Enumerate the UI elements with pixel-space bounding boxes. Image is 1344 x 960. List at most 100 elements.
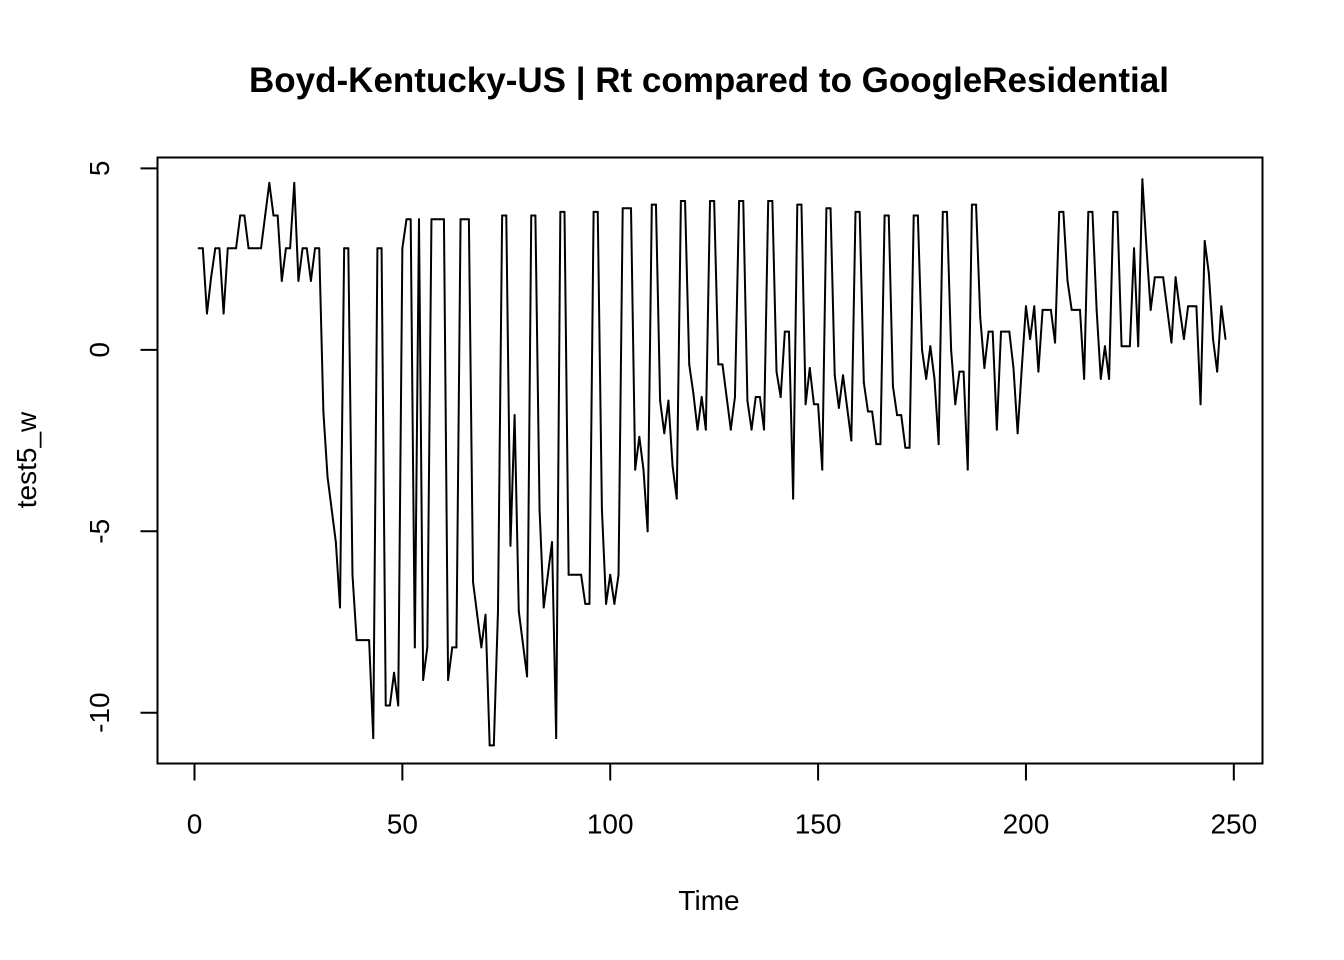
data-point (305, 247, 308, 250)
data-point (684, 200, 687, 203)
data-point (584, 602, 587, 605)
data-point (796, 203, 799, 206)
y-axis-label: test5_w (11, 411, 42, 508)
data-point (729, 428, 732, 431)
data-point (567, 573, 570, 576)
data-point (546, 573, 549, 576)
data-point (987, 330, 990, 333)
data-point (700, 396, 703, 398)
data-point (592, 210, 595, 213)
x-tick-label: 50 (387, 809, 418, 840)
data-point (746, 399, 749, 402)
data-point (767, 200, 770, 203)
data-point (372, 737, 375, 740)
data-point (958, 370, 961, 373)
data-point (937, 443, 940, 446)
data-point (355, 639, 358, 642)
data-point (526, 675, 529, 678)
data-point (804, 403, 807, 406)
data-point (792, 497, 795, 500)
data-point (563, 210, 566, 213)
data-point (210, 276, 213, 279)
data-point (1029, 337, 1032, 340)
data-point (1103, 345, 1106, 348)
data-point (854, 210, 857, 213)
data-point (243, 214, 246, 217)
data-point (393, 671, 396, 674)
data-point (991, 330, 994, 333)
data-point (617, 573, 620, 576)
data-point (713, 200, 716, 203)
data-point (1162, 276, 1165, 279)
data-point (1012, 366, 1015, 369)
data-point (472, 581, 475, 584)
data-point (758, 396, 761, 398)
data-point (1195, 305, 1198, 308)
data-point (1174, 276, 1177, 279)
data-point (1091, 210, 1094, 213)
data-point (1074, 308, 1077, 311)
data-point (879, 443, 882, 446)
data-point (268, 181, 271, 184)
data-point (1170, 341, 1173, 344)
data-point (912, 214, 915, 217)
data-point (609, 573, 612, 576)
data-point (318, 247, 321, 250)
data-point (555, 737, 558, 740)
data-point (630, 207, 633, 210)
data-point (1041, 308, 1044, 311)
data-points (197, 178, 1227, 747)
data-point (925, 377, 928, 380)
data-point (1187, 305, 1190, 308)
data-point (721, 363, 724, 366)
data-point (480, 646, 483, 649)
data-point (941, 210, 944, 213)
data-point (467, 218, 470, 221)
data-point (226, 247, 229, 250)
data-point (496, 610, 499, 613)
data-point (430, 218, 433, 221)
data-point (1145, 247, 1148, 250)
data-point (388, 704, 391, 707)
data-point (800, 203, 803, 206)
data-point (463, 218, 466, 221)
data-point (376, 247, 379, 250)
data-point (1182, 337, 1185, 340)
y-tick-label: 0 (84, 342, 115, 358)
data-point (596, 210, 599, 213)
data-point (600, 508, 603, 511)
data-point (1203, 239, 1206, 242)
data-point (447, 679, 450, 682)
data-point (205, 312, 208, 315)
data-point (625, 207, 628, 210)
data-point (1083, 377, 1086, 380)
data-point (384, 704, 387, 707)
data-point (530, 214, 533, 217)
data-point (272, 214, 275, 217)
data-point (1178, 308, 1181, 311)
x-axis-label: Time (678, 885, 739, 916)
data-point (451, 646, 454, 649)
data-point (339, 606, 341, 609)
data-point (821, 468, 824, 471)
data-point (929, 345, 932, 348)
data-point (571, 573, 574, 576)
data-point (1004, 330, 1007, 333)
data-point (426, 646, 429, 649)
data-point (289, 247, 292, 250)
data-point (1095, 308, 1098, 311)
data-point (293, 181, 296, 184)
data-point (866, 410, 869, 413)
data-point (492, 744, 495, 747)
data-point (1157, 276, 1160, 279)
data-point (501, 214, 504, 217)
data-point (754, 396, 757, 398)
data-point (1099, 377, 1102, 380)
data-point (422, 679, 425, 682)
data-point (538, 508, 541, 511)
data-point (1207, 272, 1210, 275)
data-point (679, 200, 682, 203)
data-point (696, 428, 699, 431)
y-tick-label: -5 (84, 519, 115, 544)
data-point (343, 247, 346, 250)
